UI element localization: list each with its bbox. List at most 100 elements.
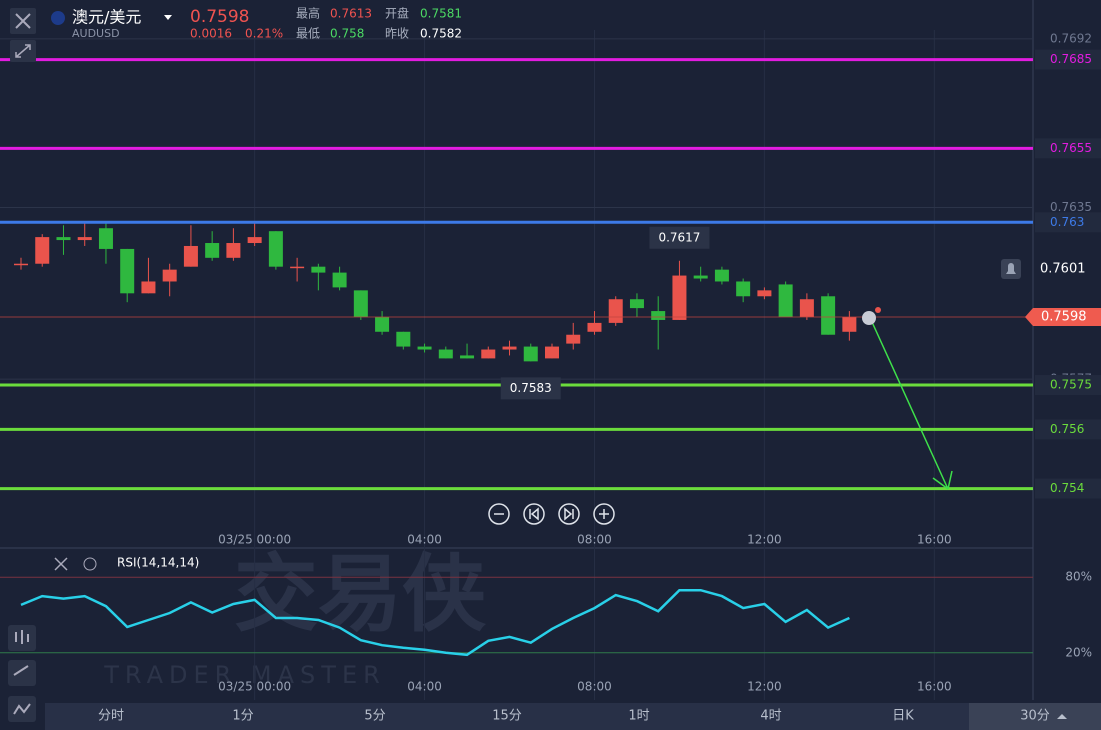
candle-body: [183, 245, 198, 267]
candle-body: [799, 299, 814, 317]
level-label: 0.756: [1050, 422, 1084, 436]
level-tag: [1035, 375, 1101, 396]
close-icon: [15, 13, 31, 29]
candle-body: [438, 349, 453, 359]
candle-body: [757, 290, 772, 297]
candle-body: [693, 275, 708, 279]
candle-body: [842, 316, 857, 332]
level-tag: [1035, 138, 1101, 159]
candle-body: [481, 349, 496, 359]
symbol-code: AUDUSD: [72, 27, 120, 40]
low-annotation: 0.7583: [510, 381, 552, 395]
candle-body: [247, 237, 262, 244]
zoom-controls: [488, 503, 615, 525]
candle-body: [417, 346, 432, 350]
zoom-out[interactable]: [488, 503, 510, 525]
low-annotation-box: [500, 377, 561, 400]
candle-body: [736, 281, 751, 297]
candle-body: [714, 269, 729, 282]
candle-body: [566, 334, 581, 344]
candle-body: [460, 355, 475, 359]
rsi-line: [20, 588, 850, 657]
level-tag: [1035, 478, 1101, 499]
candle-body: [14, 263, 28, 266]
symbol-name[interactable]: 澳元/美元: [72, 8, 141, 27]
watermark-text: TRADER MASTER: [103, 661, 386, 689]
tab[interactable]: 日K: [892, 709, 914, 724]
bell-icon: [1006, 263, 1016, 274]
tab[interactable]: 5分: [364, 709, 385, 724]
stat-label: 开盘: [385, 6, 409, 21]
left-toolbar: [8, 625, 36, 722]
drawn-arrow: [871, 321, 953, 490]
tab-selected: [969, 703, 1101, 730]
flag-icon: [51, 11, 65, 25]
rsi-settings[interactable]: [83, 557, 97, 571]
stat-label: 最高: [296, 6, 320, 21]
candle-body: [162, 269, 177, 282]
x-tick-label: 03/25 00:00: [218, 680, 291, 694]
candle-body: [502, 346, 517, 350]
scroll-end[interactable]: [558, 503, 580, 525]
tab[interactable]: 15分: [492, 709, 522, 724]
watermark-logo: 交易侠: [234, 545, 487, 643]
candle-body: [545, 346, 559, 359]
tab[interactable]: 4时: [760, 709, 781, 724]
zoom-in[interactable]: [593, 503, 615, 525]
candle-body: [375, 316, 390, 332]
level-tag: [1035, 419, 1101, 440]
x-tick-label: 16:00: [917, 680, 952, 694]
stat-value: 0.7582: [420, 27, 462, 41]
candle-body: [77, 237, 92, 241]
candle-body: [120, 248, 135, 294]
candle-body: [56, 237, 71, 241]
level-label: 0.763: [1050, 215, 1084, 229]
candle-body: [523, 346, 538, 362]
tab-bar: [45, 703, 1101, 730]
candle-body: [672, 275, 687, 320]
tool-icon: [13, 630, 31, 715]
tab[interactable]: 1分: [232, 709, 253, 724]
candle-body: [205, 243, 220, 258]
candle-body: [353, 290, 368, 317]
dropdown-arrow[interactable]: [164, 15, 172, 20]
candle-body: [587, 322, 602, 332]
candle-body: [651, 311, 666, 320]
high-annotation-box: [649, 226, 710, 249]
level-label: 0.754: [1050, 481, 1084, 495]
x-tick-label: 03/25 00:00: [218, 533, 291, 547]
stat-label: 昨收: [385, 27, 409, 41]
info-marker[interactable]: [862, 311, 876, 325]
candle-body: [778, 284, 793, 317]
last-price: 0.7598: [190, 7, 249, 27]
candle-body: [332, 272, 347, 288]
stat-label: 最低: [296, 27, 320, 41]
x-tick-label: 12:00: [747, 680, 782, 694]
candle-body: [608, 299, 623, 323]
candle-body: [268, 231, 283, 267]
current-price-label: 0.7598: [1041, 309, 1087, 324]
candle-body: [311, 266, 326, 273]
y-tick-label: 0.7692: [1050, 31, 1092, 45]
level-tag: [1035, 49, 1101, 70]
candle-body: [396, 331, 411, 347]
alert-price-label: 0.7601: [1040, 262, 1086, 277]
tab[interactable]: 1时: [628, 709, 649, 724]
tab[interactable]: 分时: [98, 709, 124, 724]
x-tick-label: 08:00: [577, 533, 612, 547]
candle-body: [821, 296, 836, 335]
candle-body: [290, 266, 305, 269]
scroll-start[interactable]: [523, 503, 545, 525]
y-tick-label: 0.7635: [1050, 200, 1092, 214]
level-label: 0.7685: [1050, 52, 1092, 66]
tab[interactable]: 30分: [1020, 709, 1050, 724]
x-tick-label: 08:00: [577, 680, 612, 694]
candle-body: [226, 243, 241, 258]
level-label: 0.7575: [1050, 378, 1092, 392]
tool-button[interactable]: [8, 660, 36, 686]
info-dot: [875, 307, 881, 313]
rsi-close[interactable]: [54, 557, 68, 571]
